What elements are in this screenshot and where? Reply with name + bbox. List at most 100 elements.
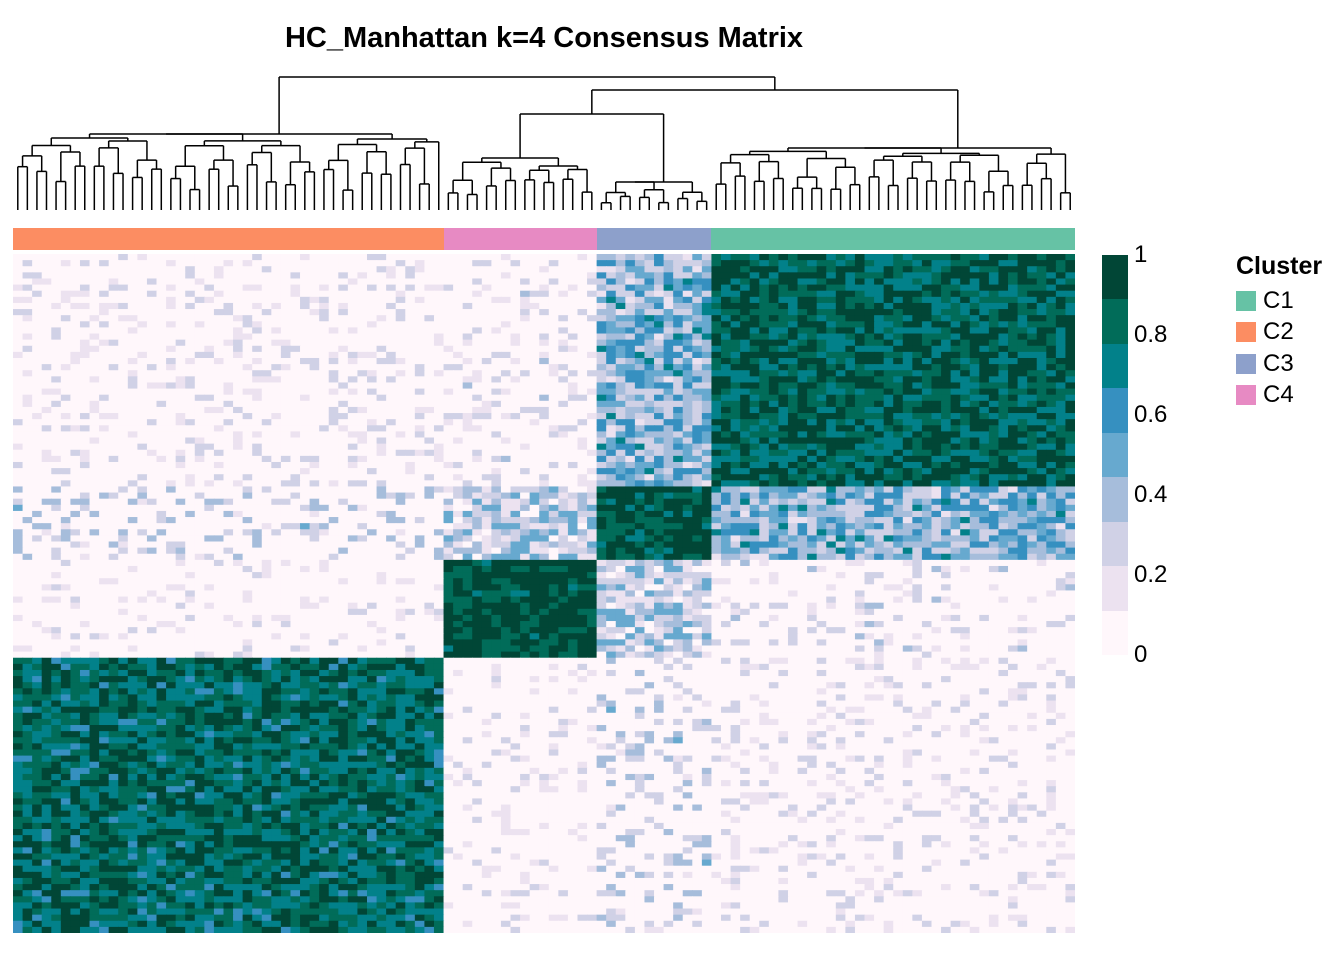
- heatmap-cell: [319, 449, 330, 457]
- heatmap-cell: [357, 321, 368, 329]
- heatmap-cell: [654, 480, 665, 488]
- heatmap-cell: [156, 266, 167, 273]
- heatmap-cell: [204, 449, 215, 457]
- heatmap-cell: [1055, 351, 1067, 359]
- heatmap-cell: [367, 382, 378, 390]
- heatmap-cell: [912, 260, 923, 267]
- heatmap-cell: [70, 461, 81, 469]
- heatmap-cell: [960, 278, 971, 286]
- heatmap-cell: [787, 443, 799, 451]
- heatmap-cell: [376, 315, 387, 322]
- heatmap-cell: [596, 425, 607, 432]
- heatmap-cell: [41, 357, 52, 365]
- heatmap-cell: [883, 376, 894, 384]
- heatmap-cell: [567, 388, 579, 396]
- heatmap-cell: [443, 315, 454, 322]
- heatmap-cell: [539, 480, 550, 488]
- heatmap-cell: [242, 260, 253, 267]
- heatmap-cell: [548, 437, 559, 445]
- heatmap-cell: [118, 431, 129, 439]
- heatmap-cell: [520, 254, 531, 261]
- heatmap-cell: [99, 449, 110, 457]
- heatmap-cell: [22, 443, 33, 451]
- heatmap-cell: [931, 419, 942, 426]
- heatmap-cell: [1046, 382, 1057, 390]
- heatmap-cell: [328, 254, 339, 261]
- heatmap-cell: [682, 370, 693, 377]
- heatmap-cell: [185, 351, 196, 359]
- heatmap-cell: [816, 492, 827, 500]
- heatmap-cell: [481, 272, 492, 280]
- heatmap-cell: [424, 376, 435, 384]
- heatmap-cell: [271, 504, 282, 512]
- heatmap-cell: [328, 413, 339, 420]
- heatmap-cell: [280, 492, 292, 500]
- heatmap-cell: [807, 351, 818, 359]
- heatmap-cell: [146, 327, 158, 335]
- heatmap-cell: [481, 461, 492, 469]
- heatmap-cell: [520, 504, 531, 512]
- heatmap-cell: [108, 443, 119, 451]
- heatmap-cell: [386, 413, 397, 420]
- heatmap-cell: [481, 315, 492, 322]
- heatmap-cell: [271, 357, 282, 365]
- heatmap-cell: [204, 309, 215, 316]
- heatmap-cell: [577, 290, 588, 298]
- heatmap-cell: [902, 370, 913, 377]
- heatmap-cell: [319, 388, 330, 396]
- heatmap-cell: [472, 339, 483, 347]
- heatmap-cell: [194, 376, 205, 384]
- heatmap-cell: [204, 284, 215, 292]
- heatmap-cell: [510, 278, 521, 286]
- heatmap-cell: [768, 468, 780, 475]
- heatmap-cell: [386, 327, 397, 335]
- heatmap-cell: [730, 351, 741, 359]
- heatmap-cell: [32, 480, 43, 488]
- heatmap-cell: [912, 431, 923, 439]
- heatmap-cell: [721, 461, 732, 469]
- heatmap-cell: [146, 468, 158, 475]
- heatmap-cell: [252, 315, 263, 322]
- heatmap-cell: [721, 480, 732, 488]
- heatmap-cell: [577, 486, 588, 494]
- heatmap-cell: [854, 254, 866, 261]
- heatmap-cell: [979, 321, 990, 329]
- heatmap-cell: [893, 278, 904, 286]
- heatmap-cell: [453, 504, 464, 512]
- heatmap-cell: [596, 376, 607, 384]
- heatmap-cell: [1036, 351, 1047, 359]
- heatmap-cell: [1055, 266, 1067, 273]
- heatmap-cell: [979, 370, 990, 377]
- heatmap-cell: [357, 296, 368, 304]
- heatmap-cell: [242, 254, 253, 261]
- heatmap-cell: [204, 321, 215, 329]
- heatmap-cell: [127, 425, 138, 432]
- heatmap-cell: [13, 400, 24, 408]
- heatmap-cell: [778, 419, 789, 426]
- heatmap-cell: [22, 254, 33, 261]
- heatmap-cell: [338, 474, 349, 481]
- heatmap-cell: [874, 357, 885, 365]
- heatmap-cell: [472, 504, 483, 512]
- heatmap-cell: [960, 321, 971, 329]
- heatmap-cell: [462, 290, 473, 298]
- heatmap-cell: [185, 339, 196, 347]
- heatmap-cell: [242, 437, 253, 445]
- heatmap-cell: [424, 321, 435, 329]
- heatmap-cell: [1008, 339, 1019, 347]
- heatmap-cell: [13, 254, 24, 261]
- heatmap-cell: [175, 468, 186, 475]
- heatmap-cell: [13, 425, 24, 432]
- heatmap-cell: [472, 266, 483, 273]
- heatmap-cell: [41, 455, 52, 463]
- heatmap-cell: [367, 376, 378, 384]
- heatmap-cell: [261, 370, 272, 377]
- heatmap-cell: [481, 419, 492, 426]
- heatmap-cell: [13, 296, 24, 304]
- heatmap-cell: [730, 431, 741, 439]
- heatmap-cell: [969, 309, 980, 316]
- heatmap-cell: [491, 400, 502, 408]
- heatmap-cell: [950, 284, 961, 292]
- heatmap-cell: [146, 382, 158, 390]
- heatmap-cell: [99, 474, 110, 481]
